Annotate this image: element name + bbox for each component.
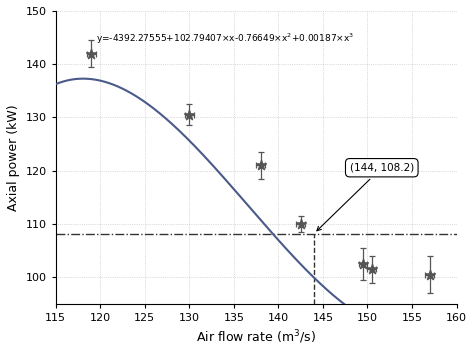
Text: (144, 108.2): (144, 108.2) [317,163,414,231]
Text: y=-4392.27555+102.79407×x-0.76649×x$^2$+0.00187×x$^3$: y=-4392.27555+102.79407×x-0.76649×x$^2$+… [96,31,354,46]
Point [297,221,304,227]
Point [359,261,367,267]
Y-axis label: Axial power (kW): Axial power (kW) [7,104,20,211]
Point [426,272,434,277]
Point [185,112,193,118]
Point [368,267,376,272]
Point [257,163,264,168]
X-axis label: Air flow rate (m$^3$/s): Air flow rate (m$^3$/s) [196,328,316,346]
Point [88,51,95,56]
